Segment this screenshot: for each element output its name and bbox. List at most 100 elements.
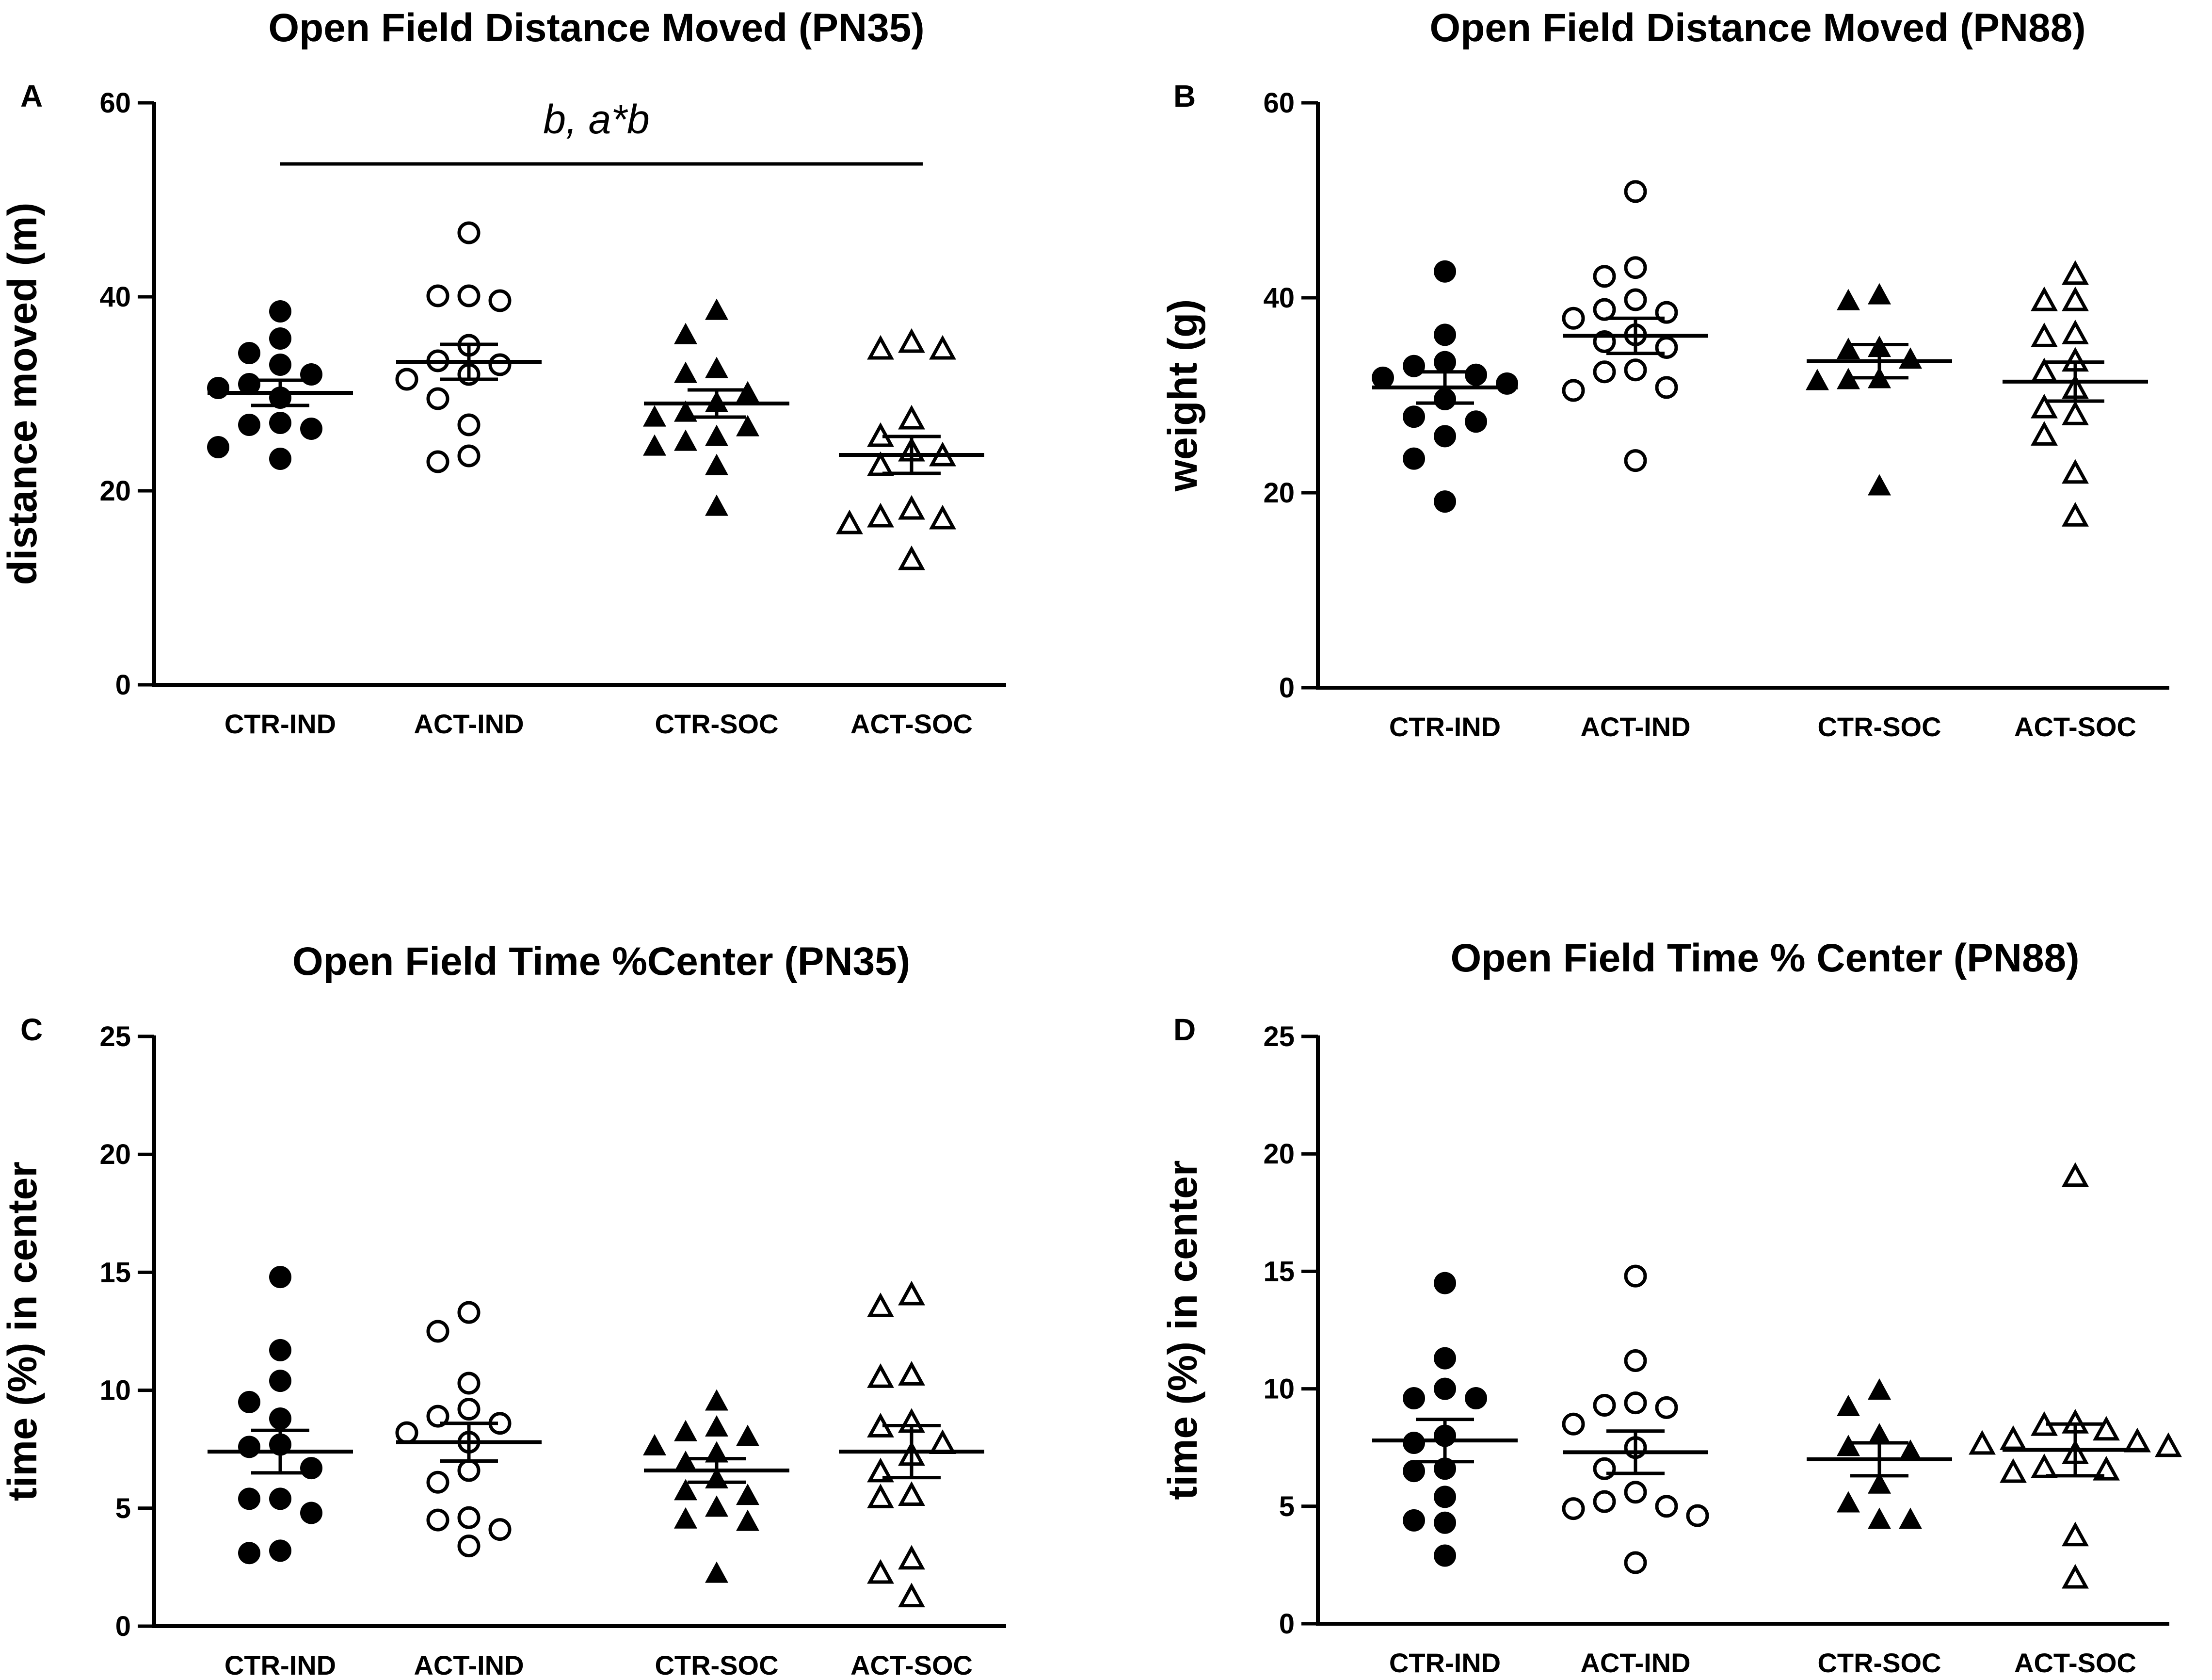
data-point bbox=[1434, 260, 1456, 283]
y-tick-label: 20 bbox=[1263, 1138, 1295, 1170]
data-point bbox=[238, 342, 260, 364]
data-point bbox=[457, 284, 481, 307]
data-point bbox=[238, 414, 260, 436]
data-point bbox=[1868, 1472, 1891, 1494]
x-category-label: CTR-SOC bbox=[655, 1650, 778, 1680]
series-ctr-soc bbox=[643, 1389, 789, 1583]
data-point bbox=[1496, 372, 1518, 395]
data-point bbox=[898, 495, 925, 520]
data-point bbox=[1655, 1495, 1678, 1518]
series-act-soc bbox=[839, 1280, 984, 1608]
data-point bbox=[674, 429, 697, 451]
data-point bbox=[488, 289, 512, 312]
data-point bbox=[1465, 363, 1487, 386]
data-point bbox=[736, 415, 759, 436]
y-tick-label: 10 bbox=[1263, 1373, 1295, 1405]
y-axis-label: time (%) in center bbox=[0, 1162, 45, 1501]
x-category-label: CTR-SOC bbox=[1817, 1648, 1941, 1678]
data-point bbox=[457, 413, 481, 436]
data-point bbox=[269, 1370, 291, 1392]
data-point bbox=[1837, 338, 1860, 359]
data-point bbox=[1969, 1430, 1996, 1455]
x-category-label: ACT-IND bbox=[1580, 1648, 1690, 1678]
data-point bbox=[395, 1421, 418, 1444]
data-point bbox=[736, 1509, 759, 1531]
data-point bbox=[1434, 1347, 1456, 1370]
data-point bbox=[1624, 358, 1647, 382]
data-point bbox=[736, 1424, 759, 1446]
data-point bbox=[1655, 376, 1678, 399]
data-point bbox=[674, 1479, 697, 1501]
data-point bbox=[1434, 1486, 1456, 1508]
data-point bbox=[705, 424, 728, 446]
x-category-label: ACT-IND bbox=[1580, 711, 1690, 742]
series-ctr-soc bbox=[1807, 1378, 1952, 1529]
data-point bbox=[1624, 1551, 1647, 1574]
data-point bbox=[2031, 1454, 2058, 1478]
data-point bbox=[929, 504, 956, 530]
data-point bbox=[1465, 1387, 1487, 1409]
data-point bbox=[674, 1420, 697, 1441]
data-point bbox=[1899, 1439, 1922, 1461]
series-ctr-ind bbox=[208, 1266, 353, 1565]
data-point bbox=[705, 298, 728, 320]
data-point bbox=[1899, 1507, 1922, 1529]
data-point bbox=[269, 1407, 291, 1430]
data-point bbox=[1624, 1349, 1647, 1372]
data-point bbox=[1899, 347, 1922, 369]
data-point bbox=[898, 545, 925, 570]
data-point bbox=[2062, 501, 2089, 527]
data-point bbox=[2062, 286, 2089, 311]
series-ctr-soc bbox=[643, 298, 789, 516]
data-point bbox=[643, 434, 666, 456]
data-point bbox=[898, 1481, 925, 1506]
data-point bbox=[1434, 490, 1456, 513]
data-point bbox=[1403, 1460, 1425, 1483]
data-point bbox=[2031, 286, 2058, 311]
data-point bbox=[643, 405, 666, 427]
data-point bbox=[426, 284, 449, 307]
data-point bbox=[1465, 410, 1487, 433]
panel-letter: C bbox=[20, 1012, 43, 1047]
data-point bbox=[457, 1372, 481, 1395]
data-point bbox=[457, 1459, 481, 1482]
data-point bbox=[269, 300, 291, 323]
y-tick-label: 25 bbox=[99, 1021, 131, 1052]
y-tick-label: 0 bbox=[115, 1611, 131, 1642]
data-point bbox=[1593, 360, 1616, 384]
data-point bbox=[1624, 256, 1647, 279]
data-point bbox=[1686, 1504, 1709, 1527]
data-point bbox=[898, 1583, 925, 1608]
data-point bbox=[867, 451, 894, 476]
series-ctr-ind bbox=[207, 300, 353, 470]
y-tick-label: 15 bbox=[99, 1257, 131, 1288]
x-category-label: CTR-SOC bbox=[1817, 711, 1941, 742]
y-tick-label: 0 bbox=[1279, 1608, 1295, 1640]
series-act-soc bbox=[836, 328, 984, 570]
data-point bbox=[674, 361, 697, 383]
data-point bbox=[300, 1502, 322, 1524]
data-point bbox=[1434, 1377, 1456, 1400]
data-point bbox=[2000, 1425, 2027, 1450]
chart-title: Open Field Distance Moved (PN88) bbox=[1429, 6, 2085, 50]
chart-title: Open Field Distance Moved (PN35) bbox=[268, 6, 924, 50]
data-point bbox=[1403, 405, 1425, 428]
data-point bbox=[269, 448, 291, 470]
data-point bbox=[1593, 1490, 1616, 1513]
y-tick-label: 0 bbox=[1279, 672, 1295, 704]
data-point bbox=[2062, 1162, 2089, 1187]
data-point bbox=[2062, 260, 2089, 285]
data-point bbox=[1837, 1435, 1860, 1456]
data-point bbox=[736, 1484, 759, 1505]
data-point bbox=[300, 418, 322, 440]
data-point bbox=[1562, 307, 1585, 330]
data-point bbox=[1837, 1491, 1860, 1513]
y-tick-label: 20 bbox=[99, 1139, 131, 1170]
y-axis-label: distance moved (m) bbox=[0, 203, 45, 585]
data-point bbox=[1593, 1394, 1616, 1417]
data-point bbox=[207, 377, 229, 399]
data-point bbox=[898, 1545, 925, 1570]
data-point bbox=[929, 1429, 956, 1454]
data-point bbox=[1868, 474, 1891, 496]
